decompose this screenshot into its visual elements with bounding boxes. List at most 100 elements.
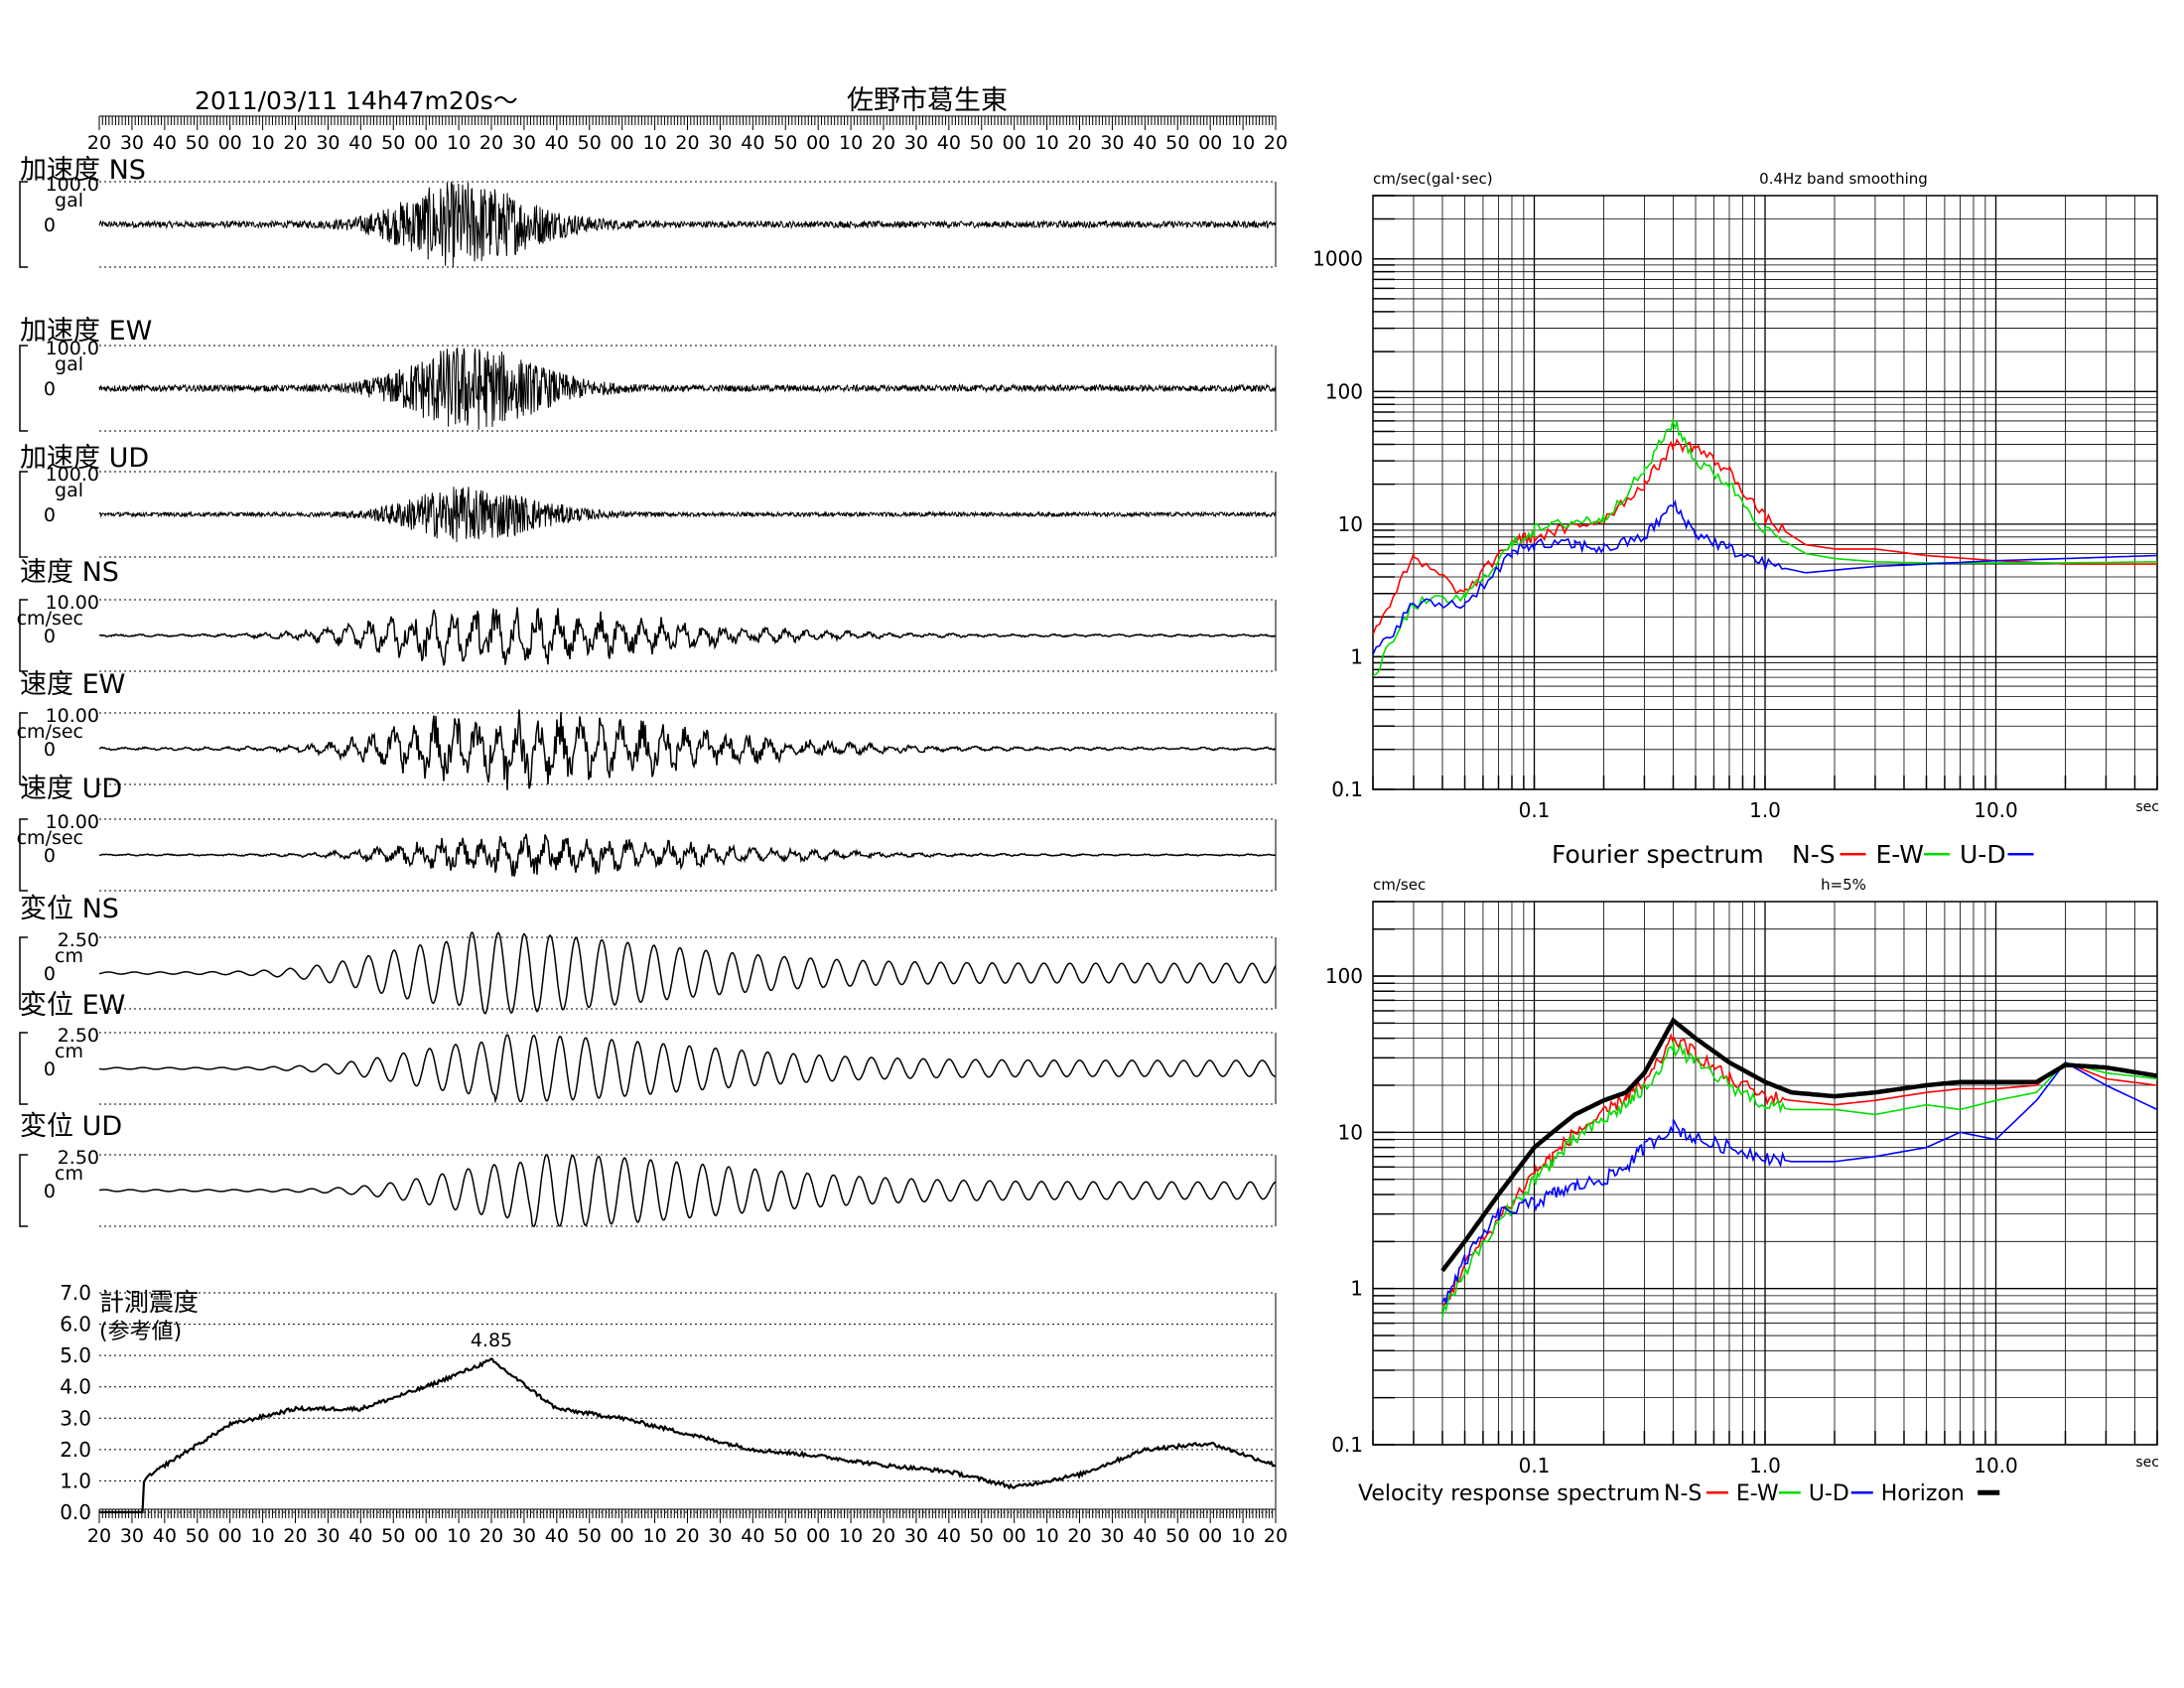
y-axis-label: cm/sec [1373, 876, 1426, 894]
intensity-subtitle: (参考値) [99, 1320, 182, 1344]
bottom-time-label: 20 [87, 1525, 111, 1547]
trace-bracket [19, 345, 28, 432]
trace-waveform [98, 709, 1277, 790]
trace-scale-value: 2.50 [58, 1025, 99, 1047]
trace-unit: gal [55, 353, 83, 375]
trace-waveform [98, 833, 1277, 877]
bottom-time-label: 00 [414, 1525, 438, 1547]
intensity-y-tick: 6.0 [60, 1313, 91, 1336]
top-time-label: 20 [87, 132, 111, 154]
intensity-peak-label: 4.85 [471, 1330, 512, 1351]
series-u-d-line [1372, 498, 2158, 655]
series-u-d-line [1441, 1060, 2158, 1306]
trace-scale-value: 10.00 [46, 705, 99, 727]
x-unit: sec [2135, 1455, 2159, 1471]
top-time-label: 30 [708, 132, 732, 154]
top-time-label: 00 [611, 132, 634, 154]
bottom-time-label: 30 [120, 1525, 144, 1547]
top-time-label: 40 [348, 132, 372, 154]
trace-title: 加速度 EW [20, 316, 152, 347]
trace-unit: cm [55, 945, 83, 967]
top-time-label: 00 [1198, 132, 1222, 154]
series-n-s-line [1441, 1033, 2158, 1309]
y-tick-label: 10 [1338, 1120, 1363, 1144]
x-tick-label: 10.0 [1974, 798, 2018, 822]
x-tick-label: 1.0 [1749, 798, 1781, 822]
trace-title: 加速度 NS [20, 155, 146, 186]
legend-label-u-d: U-D [1809, 1481, 1849, 1506]
top-time-label: 30 [1100, 132, 1124, 154]
top-time-label: 00 [218, 132, 242, 154]
intensity-y-tick: 2.0 [60, 1438, 91, 1462]
legend-label-e-w: E-W [1736, 1481, 1779, 1506]
intensity-y-tick: 7.0 [60, 1281, 91, 1305]
top-time-label: 10 [642, 132, 666, 154]
bottom-time-label: 00 [611, 1525, 634, 1547]
time-axis-top: 20 30 40 50 00 10 20 30 40 50 00 10 20 30 40 50 00 10 20 30… [87, 115, 1288, 154]
bottom-time-label: 20 [479, 1525, 503, 1547]
top-time-label: 10 [1034, 132, 1058, 154]
legend-label-u-d: U-D [1960, 840, 2006, 869]
trace-title: 速度 NS [20, 557, 119, 588]
top-time-label: 40 [1133, 132, 1157, 154]
top-time-label: 30 [316, 132, 340, 154]
trace-title: 加速度 UD [20, 443, 149, 474]
fourier-spectrum-chart: 1000 100 10 1 0.1 0.1 1.0 10.0 sec cm/sec(gal･sec… [1312, 170, 2159, 822]
trace-title: 変位 EW [20, 990, 125, 1021]
top-time-label: 50 [186, 132, 209, 154]
trace-unit: cm [55, 1163, 83, 1185]
top-time-label: 40 [545, 132, 569, 154]
trace-waveform [98, 347, 1277, 430]
trace-unit: cm/sec [17, 608, 83, 630]
trace-unit: cm [55, 1041, 83, 1062]
x-tick-label: 0.1 [1519, 1454, 1551, 1477]
legend-label-horizon: Horizon [1881, 1481, 1965, 1506]
bottom-time-label: 40 [937, 1525, 961, 1547]
bottom-time-label: 20 [283, 1525, 307, 1547]
velocity-response-chart: 100 10 1 0.1 0.1 1.0 10.0 sec cm/sec h=5% [1325, 876, 2159, 1477]
bottom-time-label: 40 [348, 1525, 372, 1547]
y-tick-label: 0.1 [1331, 1433, 1363, 1457]
y-tick-label: 100 [1325, 964, 1363, 988]
trace-title: 変位 UD [20, 1111, 122, 1142]
trace-zero-label: 0 [44, 214, 56, 236]
y-axis-label: cm/sec(gal･sec) [1373, 170, 1493, 188]
trace-zero-label: 0 [44, 963, 56, 985]
legend-label-n-s: N-S [1664, 1481, 1702, 1506]
intensity-line [99, 1357, 1277, 1514]
trace-scale-value: 2.50 [58, 929, 99, 951]
header-station: 佐野市葛生東 [847, 85, 1008, 116]
fourier-legend-title: Fourier spectrum [1552, 840, 1764, 869]
series-e-w-line [1372, 418, 2158, 677]
bottom-time-label: 30 [1100, 1525, 1124, 1547]
bottom-time-label: 10 [1034, 1525, 1058, 1547]
trace-scale-value: 10.00 [46, 811, 99, 833]
top-time-label: 10 [447, 132, 471, 154]
top-time-label: 40 [741, 132, 764, 154]
bottom-time-label: 00 [1198, 1525, 1222, 1547]
bottom-time-label: 50 [1165, 1525, 1189, 1547]
trace-zero-label: 0 [44, 378, 56, 400]
bottom-time-label: 20 [1067, 1525, 1091, 1547]
trace-scale-value: 100.0 [46, 174, 99, 196]
bottom-time-label: 10 [642, 1525, 666, 1547]
trace-scale-value: 100.0 [46, 464, 99, 486]
trace-bracket [19, 599, 28, 672]
bottom-time-label: 20 [872, 1525, 895, 1547]
top-time-label: 30 [512, 132, 536, 154]
bottom-time-label: 50 [186, 1525, 209, 1547]
bottom-time-label: 40 [741, 1525, 764, 1547]
top-time-label: 40 [153, 132, 177, 154]
bottom-time-label: 10 [447, 1525, 471, 1547]
plot-frame [1372, 901, 2158, 1446]
bottom-time-label: 50 [970, 1525, 994, 1547]
top-time-label: 50 [970, 132, 994, 154]
trace-bracket [19, 471, 28, 558]
trace-zero-label: 0 [44, 1058, 56, 1080]
